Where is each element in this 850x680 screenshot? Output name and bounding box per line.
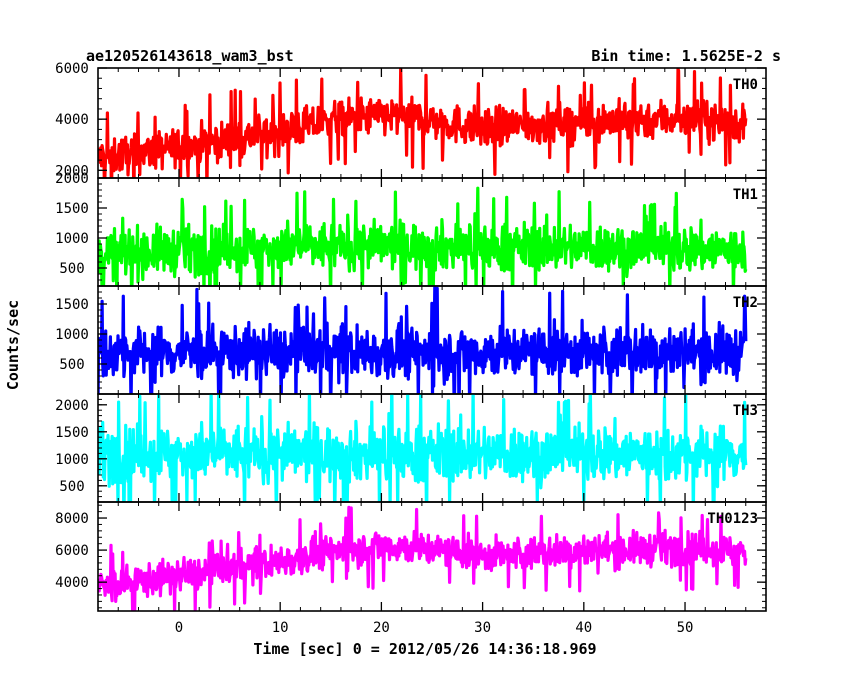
y-tick-label: 2000 [55,163,89,179]
y-tick-label: 1000 [55,231,89,247]
y-tick-label: 6000 [55,61,89,77]
panel-label-th2: TH2 [733,295,758,311]
chart-title: ae120526143618_wam3_bst [86,47,294,65]
panel-th1: 500 1000 1500 2000 TH1 [55,171,767,287]
panel-th0123: 4000 6000 8000 TH0123 [55,501,767,612]
y-tick-label: 500 [59,479,84,495]
x-tick-label: 20 [373,620,390,636]
y-tick-label: 1000 [55,452,89,468]
y-tick-label: 500 [59,357,84,373]
x-tick-label: 30 [474,620,491,636]
bin-time-label: Bin time: 1.5625E-2 s [591,47,781,65]
x-tick-label: 0 [175,620,183,636]
x-axis-label: Time [sec] 0 = 2012/05/26 14:36:18.969 [253,640,596,658]
y-tick-label: 1500 [55,425,89,441]
x-tick-label: 40 [575,620,592,636]
x-tick-label: 50 [677,620,694,636]
y-axis-label: Counts/sec [4,300,22,390]
panel-label-th0: TH0 [733,77,758,93]
panel-label-th3: TH3 [733,403,758,419]
series-line-th0 [98,68,748,178]
y-tick-label: 4000 [55,112,89,128]
y-tick-label: 2000 [55,398,89,414]
y-tick-label: 6000 [55,543,89,559]
series-line-th0123 [98,505,748,611]
series-line-th1 [98,186,748,286]
series-line-th3 [98,394,748,502]
panel-label-th1: TH1 [733,187,758,203]
panel-label-th0123: TH0123 [707,511,758,527]
panel-th2: 500 1000 1500 TH2 [55,285,767,395]
y-tick-label: 4000 [55,575,89,591]
y-tick-label: 1500 [55,201,89,217]
x-tick-label: 10 [272,620,289,636]
y-tick-label: 1000 [55,327,89,343]
y-tick-label: 2000 [55,171,89,187]
panels: 2000 4000 6000 TH0 500 1000 1500 2000 TH1 500 1000… [55,61,767,612]
x-axis: 0 10 20 30 40 50 [175,620,694,636]
y-tick-label: 500 [59,261,84,277]
series-line-th2 [98,286,748,394]
y-tick-label: 1500 [55,297,89,313]
y-tick-label: 8000 [55,511,89,527]
